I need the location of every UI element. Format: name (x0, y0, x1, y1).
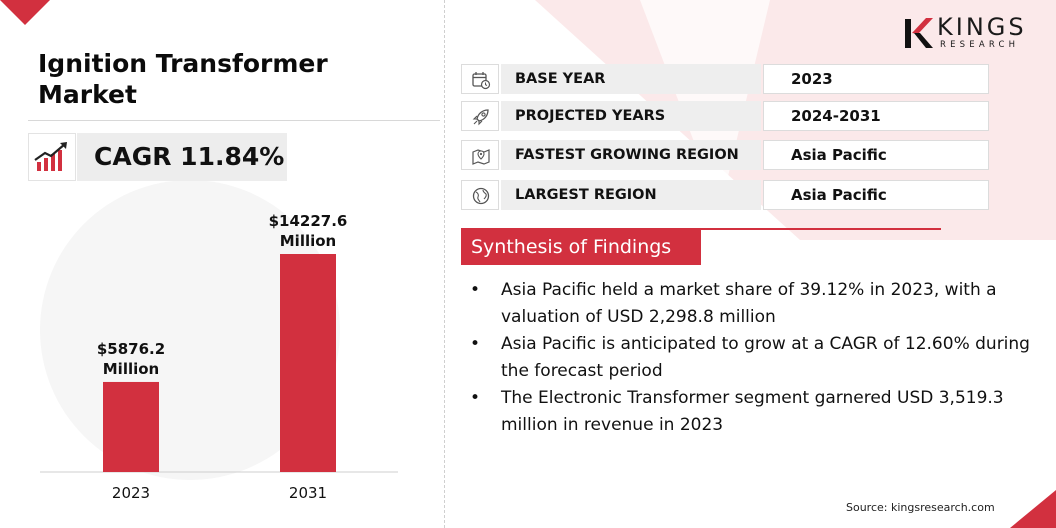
bullet-icon: • (470, 388, 481, 408)
info-row-base-year: BASE YEAR 2023 (461, 64, 989, 94)
list-item: • The Electronic Transformer segment garn… (470, 385, 1030, 439)
synthesis-title: Synthesis of Findings (471, 236, 672, 258)
info-icon-cell (461, 101, 499, 131)
list-item: • Asia Pacific held a market share of 39.… (470, 277, 1030, 331)
info-label-cell (501, 140, 761, 170)
title-divider (28, 120, 440, 121)
info-value-cell (763, 140, 989, 170)
rocket-icon (472, 109, 489, 126)
kings-research-logo (905, 18, 933, 48)
info-value: 2024-2031 (791, 107, 881, 125)
source-note: Source: kingsresearch.com (846, 501, 995, 514)
bar-data-label: $5876.2 (97, 340, 165, 358)
cagr-value: CAGR 11.84% (94, 142, 285, 171)
info-value-cell (763, 101, 989, 131)
bar-data-label: $14227.6 (269, 212, 348, 230)
panel-divider (444, 0, 445, 528)
info-value: Asia Pacific (791, 146, 887, 164)
region-map-icon (472, 149, 490, 165)
info-row-largest-region: LARGEST REGION Asia Pacific (461, 180, 989, 210)
growth-chart-icon (34, 142, 67, 171)
bar-data-label: Million (103, 360, 159, 378)
info-row-fastest-growing-region: FASTEST GROWING REGION Asia Pacific (461, 140, 989, 170)
finding-text: Asia Pacific held a market share of 39.1… (501, 280, 997, 327)
globe-icon (472, 187, 490, 205)
cagr-icon-box (28, 133, 76, 181)
finding-text: The Electronic Transformer segment garne… (501, 388, 1004, 435)
info-row-projected-years: PROJECTED YEARS 2024-2031 (461, 101, 989, 131)
info-label-cell (501, 180, 761, 210)
calendar-icon (472, 72, 491, 90)
info-icon-cell (461, 64, 499, 94)
bullet-icon: • (470, 280, 481, 300)
logo-wordmark: KINGS (937, 13, 1027, 41)
page-title: Ignition Transformer Market (38, 49, 328, 109)
logo-subtitle: RESEARCH (940, 40, 1020, 50)
finding-text: Asia Pacific is anticipated to grow at a… (501, 334, 1030, 381)
list-item: • Asia Pacific is anticipated to grow at … (470, 331, 1030, 385)
info-label: FASTEST GROWING REGION (515, 147, 739, 163)
x-tick-label: 2023 (112, 484, 150, 502)
info-icon-cell (461, 140, 499, 170)
info-value-cell (763, 64, 989, 94)
info-label: LARGEST REGION (515, 187, 657, 203)
info-icon-cell (461, 180, 499, 210)
bar-data-label: Million (280, 232, 336, 250)
info-label: BASE YEAR (515, 71, 606, 87)
cagr-box (77, 133, 287, 181)
info-value: Asia Pacific (791, 186, 887, 204)
x-tick-label: 2031 (289, 484, 327, 502)
synthesis-rule (461, 228, 941, 230)
market-size-bar-chart: $5876.2 Million 2023 $14227.6 Million 2031 (40, 212, 398, 502)
bullet-icon: • (470, 334, 481, 354)
info-value-cell (763, 180, 989, 210)
info-label: PROJECTED YEARS (515, 108, 666, 124)
synthesis-header (461, 230, 701, 265)
chart-bar (280, 254, 336, 472)
info-value: 2023 (791, 70, 833, 88)
findings-list: • Asia Pacific held a market share of 39.… (470, 277, 1030, 439)
info-label-cell (501, 64, 761, 94)
chart-bar (103, 381, 159, 472)
info-label-cell (501, 101, 761, 131)
